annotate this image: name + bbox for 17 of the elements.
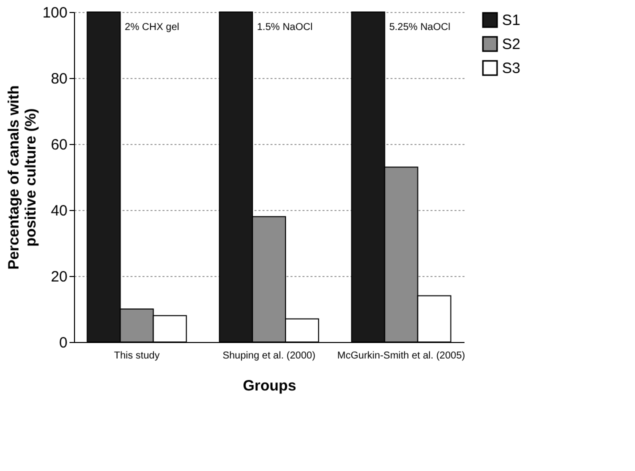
legend-label: S3 <box>502 60 520 77</box>
y-tick-label: 100 <box>42 4 68 22</box>
legend-label: S1 <box>502 12 520 29</box>
annotation: 2% CHX gel <box>124 22 180 33</box>
y-axis-title: Percentage of canals with positive culture (%) <box>5 85 40 270</box>
x-tick-label: McGurkin-Smith et al. (2005) <box>337 350 466 362</box>
y-tick-label: 80 <box>50 70 68 88</box>
x-tick-label: Shuping et al. (2000) <box>222 350 316 362</box>
y-tick-label: 0 <box>59 334 68 352</box>
annotation: 5.25% NaOCl <box>389 22 450 33</box>
x-tick-label: This study <box>114 350 160 362</box>
y-tick-label: 40 <box>50 202 68 220</box>
y-tick-label: 60 <box>50 136 68 154</box>
annotation: 1.5% NaOCl <box>257 22 313 33</box>
legend-label: S2 <box>502 36 520 53</box>
x-axis-title: Groups <box>242 378 296 394</box>
y-tick-label: 20 <box>50 268 68 286</box>
